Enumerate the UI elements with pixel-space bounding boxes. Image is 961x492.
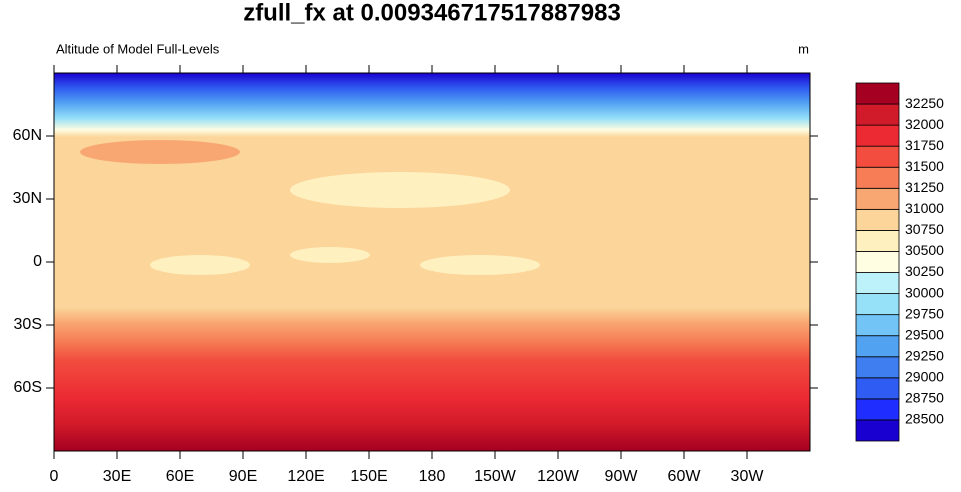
colorbar-box: [855, 272, 900, 294]
map-field: [53, 72, 811, 452]
lon-label: 60W: [668, 468, 702, 485]
lon-label: 120W: [537, 468, 580, 485]
map-axes: 0 30E 60E 90E 120E 150E 180 150W 120W 90W 60W 30W 60…: [13, 65, 818, 485]
lon-label: 180: [419, 468, 446, 485]
colorbar-label: 30500: [905, 242, 944, 258]
lon-label: 0: [50, 468, 59, 485]
colorbar-label: 32250: [905, 95, 944, 111]
colorbar-box: [855, 145, 900, 168]
colorbar-label: 28500: [905, 411, 944, 427]
lat-label: 30S: [14, 316, 42, 333]
colorbar-box: [855, 103, 900, 126]
lat-label: 30N: [13, 190, 42, 207]
colorbar-label: 30000: [905, 284, 944, 300]
colorbar-label: 29750: [905, 305, 944, 321]
colorbar-box: [855, 187, 900, 210]
colorbar-label: 31500: [905, 158, 944, 174]
colorbar-box: [855, 208, 900, 231]
colorbar-box: [855, 230, 900, 252]
lon-label: 120E: [287, 468, 324, 485]
lon-label: 30W: [731, 468, 765, 485]
lat-label: 60N: [13, 127, 42, 144]
lon-label: 90W: [605, 468, 639, 485]
lon-label: 150W: [474, 468, 517, 485]
colorbar-label: 31250: [905, 179, 944, 195]
colorbar-box: [855, 251, 900, 273]
colorbar-box: [855, 166, 900, 189]
colorbar-box: [855, 356, 900, 379]
subtitle: Altitude of Model Full-Levels: [56, 41, 220, 56]
colorbar-label: 30750: [905, 221, 944, 237]
lat-label: 60S: [14, 379, 42, 396]
colorbar-box: [855, 82, 900, 105]
colorbar-label: 29250: [905, 347, 944, 363]
lat-label: 0: [33, 253, 42, 270]
colorbar-label: 28750: [905, 390, 944, 406]
colorbar: 28500 28750 29000 29250 29500 29750 30000 30250…: [855, 82, 944, 442]
colorbar-box: [855, 398, 900, 421]
lon-label: 60E: [166, 468, 194, 485]
colorbar-box: [855, 293, 900, 316]
colorbar-label: 30250: [905, 263, 944, 279]
units: m: [798, 41, 809, 56]
title: zfull_fx at 0.009346717517887983: [243, 0, 621, 26]
colorbar-box: [855, 335, 900, 358]
colorbar-box: [855, 377, 900, 400]
colorbar-label: 29500: [905, 326, 944, 342]
colorbar-box: [855, 314, 900, 337]
colorbar-label: 32000: [905, 116, 944, 132]
lon-label: 90E: [229, 468, 257, 485]
colorbar-label: 29000: [905, 369, 944, 385]
colorbar-box: [855, 419, 900, 442]
lon-label: 150E: [350, 468, 387, 485]
colorbar-label: 31000: [905, 200, 944, 216]
lon-label: 30E: [103, 468, 131, 485]
colorbar-label: 31750: [905, 137, 944, 153]
colorbar-box: [855, 124, 900, 147]
